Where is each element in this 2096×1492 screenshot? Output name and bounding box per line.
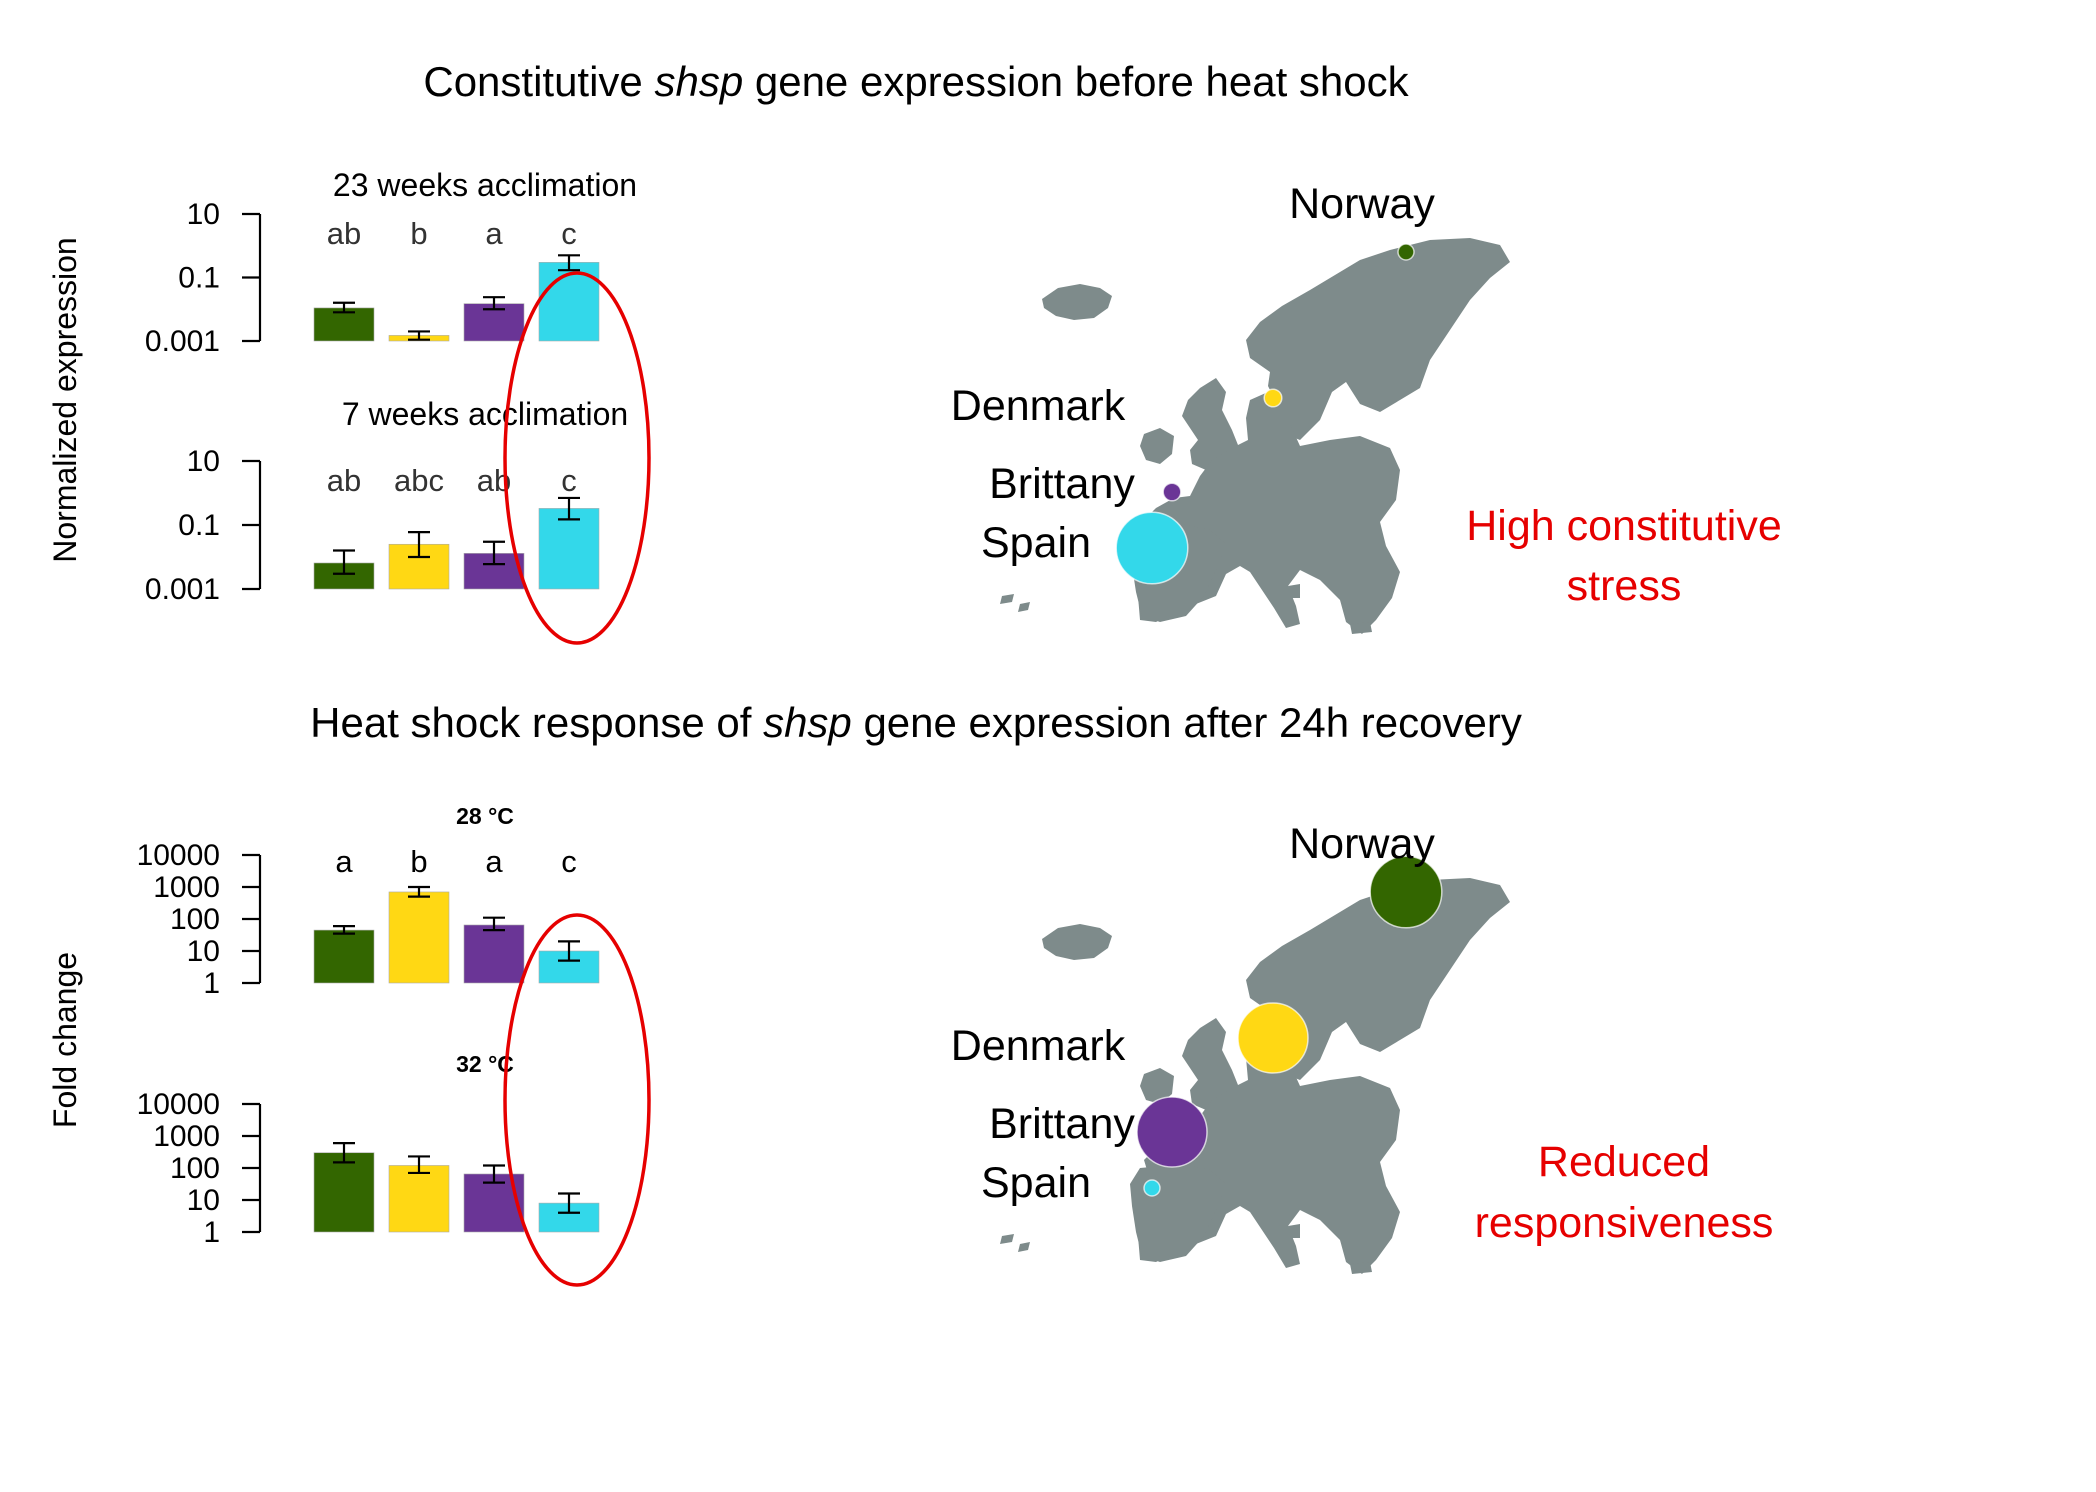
y-tick-label: 10	[187, 445, 220, 478]
y-tick-label: 1000	[153, 1120, 220, 1153]
map-bottom: Norway Denmark Brittany Spain	[951, 820, 1510, 1274]
map-label-spain-bottom: Spain	[981, 1159, 1091, 1207]
significance-letter-norway: ab	[327, 216, 361, 251]
map-label-spain-top: Spain	[981, 519, 1091, 567]
bubble-denmark	[1237, 1002, 1309, 1074]
significance-letter-spain: c	[561, 216, 577, 251]
panel-title: 23 weeks acclimation	[333, 167, 637, 203]
y-tick-label: 10	[187, 935, 220, 968]
map-label-denmark-top: Denmark	[951, 382, 1126, 430]
panel-title: 28 °C	[456, 803, 514, 829]
y-tick-label: 0.001	[145, 325, 220, 358]
panel-23-weeks: 10 0.1 0.001 23 weeks acclimation ab b a c	[145, 167, 637, 358]
bubble-spain	[1143, 1179, 1161, 1197]
significance-letter-spain: c	[561, 463, 577, 498]
map-label-denmark-bottom: Denmark	[951, 1022, 1126, 1070]
significance-letter-spain: c	[561, 844, 577, 879]
y-tick-label: 10000	[137, 839, 220, 872]
y-tick-label: 1000	[153, 871, 220, 904]
bar-brittany	[463, 924, 525, 984]
bar-denmark	[388, 1165, 450, 1233]
y-tick-label: 0.001	[145, 573, 220, 606]
bar-norway	[313, 562, 375, 590]
map-top: Norway Denmark Brittany Spain	[951, 180, 1510, 634]
europe-map-bottom	[1000, 878, 1510, 1274]
bar-denmark	[388, 891, 450, 984]
y-tick-label: 0.1	[178, 262, 220, 295]
bar-norway	[313, 1152, 375, 1233]
bubble-norway	[1369, 855, 1443, 929]
bubble-spain	[1115, 511, 1189, 585]
significance-letter-norway: a	[335, 844, 353, 879]
map-label-norway-bottom: Norway	[1289, 820, 1435, 868]
significance-letter-denmark: abc	[394, 463, 444, 498]
annotation-bottom-line2: responsiveness	[1475, 1199, 1774, 1247]
bottom-title: Heat shock response of shsp gene express…	[310, 699, 1522, 746]
top-title-post: gene expression before heat shock	[743, 58, 1409, 105]
bubble-brittany	[1162, 482, 1182, 502]
top-title-pre: Constitutive	[423, 58, 654, 105]
y-tick-label: 100	[170, 903, 220, 936]
bar-norway	[313, 307, 375, 342]
bar-spain	[538, 508, 600, 590]
bubble-norway	[1397, 243, 1415, 261]
ylabel-top: Normalized expression	[47, 237, 83, 562]
y-tick-label: 100	[170, 1152, 220, 1185]
y-tick-label: 10000	[137, 1088, 220, 1121]
bottom-title-italic: shsp	[763, 699, 852, 746]
top-title: Constitutive shsp gene expression before…	[423, 58, 1409, 105]
annotation-bottom-line1: Reduced	[1538, 1138, 1710, 1186]
annotation-top-line1: High constitutive	[1466, 502, 1782, 550]
map-label-brittany-top: Brittany	[989, 460, 1135, 508]
ylabel-bottom: Fold change	[47, 952, 83, 1128]
significance-letter-denmark: b	[410, 844, 427, 879]
significance-letter-norway: ab	[327, 463, 361, 498]
spain-highlight-bottom	[503, 913, 651, 1287]
y-tick-label: 1	[203, 967, 220, 1000]
map-label-norway-top: Norway	[1289, 180, 1435, 228]
bubbles-bottom	[1136, 855, 1443, 1197]
y-tick-label: 10	[187, 1184, 220, 1217]
significance-letter-brittany: a	[485, 216, 503, 251]
bottom-title-pre: Heat shock response of	[310, 699, 763, 746]
bottom-title-post: gene expression after 24h recovery	[852, 699, 1522, 746]
map-label-brittany-bottom: Brittany	[989, 1100, 1135, 1148]
bubble-denmark	[1263, 388, 1283, 408]
bar-norway	[313, 929, 375, 984]
spain-highlight-top	[503, 271, 651, 645]
significance-letter-brittany: a	[485, 844, 503, 879]
top-title-italic: shsp	[654, 58, 743, 105]
y-tick-label: 0.1	[178, 509, 220, 542]
annotation-top-line2: stress	[1567, 562, 1682, 610]
significance-letter-denmark: b	[410, 216, 427, 251]
bar-brittany	[463, 303, 525, 342]
y-tick-label: 1	[203, 1216, 220, 1249]
panel-title: 7 weeks acclimation	[342, 396, 628, 432]
y-tick-label: 10	[187, 198, 220, 231]
bubble-brittany	[1136, 1096, 1208, 1168]
europe-map-top	[1000, 238, 1510, 634]
bubbles-top	[1115, 243, 1415, 585]
